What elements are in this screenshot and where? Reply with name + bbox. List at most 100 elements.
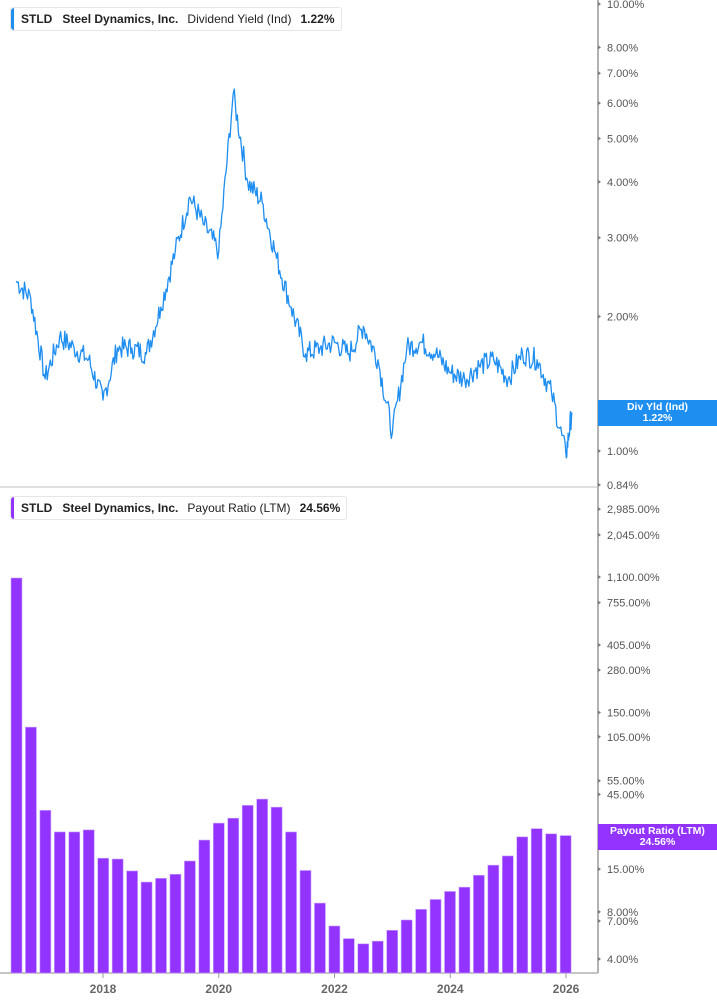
y-tick-label: 1.00% [607, 446, 638, 458]
y-tick-label: 3.00% [607, 233, 638, 245]
legend-ticker: STLD [21, 501, 53, 515]
legend-company: Steel Dynamics, Inc. [62, 501, 179, 515]
tick-mark [598, 642, 601, 647]
y-tick-label: 8.00% [607, 907, 638, 919]
top-legend: STLD Steel Dynamics, Inc. Dividend Yield… [10, 7, 342, 31]
payout-bar [559, 835, 572, 974]
x-tick-label: 2020 [205, 982, 232, 996]
payout-bar [270, 806, 283, 974]
flag-value: 1.22% [642, 412, 673, 424]
y-tick-label: 10.00% [607, 0, 645, 11]
tick-mark [598, 575, 601, 580]
legend-color-swatch [11, 8, 14, 30]
legend-value: 24.56% [299, 501, 341, 515]
payout-bar [227, 817, 240, 974]
tick-mark [598, 314, 601, 319]
y-tick-label: 1,100.00% [607, 572, 660, 584]
tick-mark [598, 792, 601, 797]
y-tick-label: 15.00% [607, 864, 645, 876]
payout-bar [25, 726, 37, 974]
y-tick-label: 6.00% [607, 98, 638, 110]
payout-bar [140, 881, 153, 974]
legend-color-swatch [11, 497, 14, 519]
legend-company: Steel Dynamics, Inc. [62, 12, 179, 26]
dividend-yield-line [15, 88, 573, 459]
payout-bar [487, 864, 500, 974]
payout-bar [530, 828, 543, 974]
tick-mark [598, 2, 601, 6]
payout-bar [357, 943, 370, 974]
flag-value: 24.56% [639, 836, 676, 848]
payout-ratio-bars [10, 577, 572, 974]
tick-mark [598, 179, 601, 184]
payout-bar [198, 839, 211, 974]
payout-bar [299, 870, 312, 974]
dividend-yield-value-flag: Div Yld (Ind) 1.22% [598, 400, 717, 426]
payout-bar [54, 831, 66, 974]
payout-bar [97, 857, 109, 974]
payout-bar [39, 810, 52, 974]
payout-bar [213, 822, 225, 974]
top-y-axis: 10.00% 8.00% 7.00% 6.00% 5.00% 4.00% 3.00% 2.00… [598, 0, 645, 492]
payout-bar [155, 878, 167, 974]
y-tick-label: 55.00% [607, 776, 645, 788]
payout-bar [343, 938, 355, 974]
payout-bar [371, 940, 384, 974]
tick-mark [598, 101, 601, 106]
payout-bar [241, 805, 254, 974]
flag-label: Div Yld (Ind) [626, 401, 689, 413]
tick-mark [598, 532, 601, 537]
payout-bar [444, 891, 456, 974]
y-tick-label: 2,045.00% [607, 530, 660, 542]
payout-bar [10, 577, 23, 974]
tick-mark [598, 710, 601, 715]
payout-bar [256, 798, 268, 974]
y-tick-label: 8.00% [607, 42, 638, 54]
tick-mark [598, 734, 601, 739]
payout-bar [328, 925, 341, 974]
tick-mark [598, 778, 601, 783]
bottom-legend: STLD Steel Dynamics, Inc. Payout Ratio (… [10, 496, 348, 520]
payout-bar [169, 873, 182, 974]
y-tick-label: 45.00% [607, 789, 645, 801]
payout-bar [386, 929, 399, 974]
payout-bar [501, 855, 514, 974]
flag-label: Payout Ratio (LTM) [610, 825, 705, 837]
payout-bar [458, 886, 471, 974]
tick-mark [598, 449, 601, 453]
y-tick-label: 5.00% [607, 134, 638, 146]
y-tick-label: 405.00% [607, 640, 651, 652]
payout-bar [545, 833, 557, 974]
payout-bar [68, 831, 81, 974]
y-tick-label: 150.00% [607, 708, 651, 720]
y-tick-label: 7.00% [607, 68, 638, 80]
payout-bar [429, 899, 442, 974]
tick-mark [598, 918, 601, 923]
y-tick-label: 7.00% [607, 916, 638, 928]
payout-bar [285, 831, 297, 974]
tick-mark [598, 909, 601, 914]
payout-ratio-value-flag: Payout Ratio (LTM) 24.56% [598, 824, 717, 850]
legend-metric: Dividend Yield (Ind) [187, 12, 292, 26]
x-tick-label: 2022 [321, 982, 348, 996]
payout-bar [415, 909, 427, 974]
payout-bar [82, 829, 95, 974]
tick-mark [598, 71, 601, 76]
tick-mark [598, 45, 601, 50]
tick-mark [598, 957, 601, 961]
tick-mark [598, 235, 601, 240]
legend-value: 1.22% [300, 12, 335, 26]
payout-bar [184, 860, 196, 974]
tick-mark [598, 600, 601, 605]
y-tick-label: 4.00% [607, 177, 638, 189]
y-tick-label: 2.00% [607, 311, 638, 323]
x-tick-label: 2026 [553, 982, 580, 996]
bottom-y-axis: 2,985.00% 2,045.00% 1,100.00% 755.00% 405.00… [598, 504, 660, 966]
x-axis: 2018 2020 2022 2024 2026 [90, 973, 580, 996]
tick-mark [598, 668, 601, 673]
x-tick-label: 2018 [90, 982, 117, 996]
y-tick-label: 2,985.00% [607, 504, 660, 516]
legend-ticker: STLD [21, 12, 53, 26]
payout-bar [516, 836, 529, 974]
